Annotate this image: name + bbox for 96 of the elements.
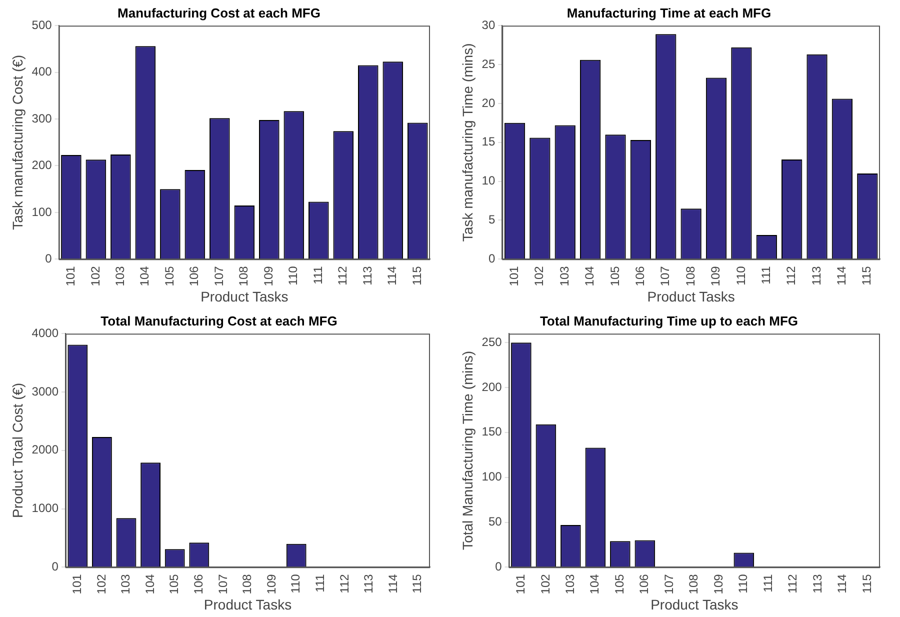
y-tick-label: 3000 bbox=[32, 384, 59, 398]
chart-title: Total Manufacturing Cost at each MFG bbox=[100, 313, 338, 328]
y-tick-label: 5 bbox=[488, 212, 496, 227]
y-tick-label: 250 bbox=[482, 334, 502, 349]
x-tick-label: 108 bbox=[240, 574, 254, 594]
x-tick-label: 101 bbox=[514, 574, 528, 594]
x-tick-label: 108 bbox=[236, 266, 251, 286]
x-axis-title: Product Tasks bbox=[647, 288, 735, 304]
x-tick-label: 108 bbox=[686, 574, 701, 594]
x-tick-label: 104 bbox=[582, 266, 597, 286]
x-tick-label: 102 bbox=[88, 266, 102, 286]
y-tick-label: 150 bbox=[482, 424, 502, 439]
y-axis-title: Total Manufacturing Time (mins) bbox=[459, 350, 476, 550]
x-tick-label: 102 bbox=[538, 574, 552, 594]
x-tick-label: 111 bbox=[758, 266, 773, 284]
y-axis-title: Task manufacturing Time (mins) bbox=[459, 43, 476, 242]
y-axis-title: Product Total Cost (€) bbox=[9, 382, 26, 518]
y-tick-label: 10 bbox=[482, 174, 496, 188]
x-tick-label: 113 bbox=[810, 574, 824, 594]
y-tick-label: 100 bbox=[482, 470, 502, 484]
x-tick-label: 111 bbox=[312, 574, 327, 592]
x-tick-label: 113 bbox=[362, 574, 376, 594]
x-tick-label: 112 bbox=[786, 574, 800, 594]
x-tick-label: 102 bbox=[94, 574, 108, 594]
x-tick-label: 115 bbox=[860, 266, 874, 286]
x-tick-label: 103 bbox=[562, 574, 577, 594]
y-tick-label: 15 bbox=[482, 134, 496, 149]
x-tick-label: 106 bbox=[191, 574, 206, 594]
y-tick-label: 4000 bbox=[32, 326, 59, 340]
y-tick-label: 0 bbox=[488, 251, 496, 266]
x-tick-label: 104 bbox=[138, 266, 152, 286]
x-tick-label: 115 bbox=[410, 266, 424, 286]
y-tick-label: 300 bbox=[32, 111, 52, 126]
y-tick-label: 0 bbox=[495, 559, 502, 574]
x-tick-label: 108 bbox=[683, 266, 698, 286]
x-tick-label: 114 bbox=[386, 574, 400, 594]
x-tick-label: 109 bbox=[708, 266, 723, 286]
x-tick-label: 103 bbox=[112, 266, 127, 286]
x-tick-label: 109 bbox=[264, 574, 278, 594]
x-tick-label: 114 bbox=[835, 574, 850, 594]
x-tick-label: 103 bbox=[118, 574, 133, 594]
x-tick-label: 111 bbox=[760, 574, 775, 592]
x-tick-label: 105 bbox=[612, 574, 626, 594]
x-tick-label: 113 bbox=[809, 266, 824, 286]
x-tick-label: 101 bbox=[70, 574, 84, 594]
y-tick-label: 50 bbox=[488, 514, 502, 529]
x-tick-label: 110 bbox=[288, 574, 303, 594]
x-tick-label: 101 bbox=[64, 266, 78, 286]
y-tick-label: 0 bbox=[52, 559, 59, 574]
y-tick-label: 200 bbox=[482, 380, 502, 394]
y-tick-label: 25 bbox=[482, 56, 496, 71]
x-tick-label: 103 bbox=[557, 266, 572, 286]
x-tick-label: 105 bbox=[608, 266, 622, 286]
chart-title: Total Manufacturing Time up to each MFG bbox=[540, 313, 798, 328]
x-tick-label: 106 bbox=[633, 266, 648, 286]
x-tick-label: 114 bbox=[385, 266, 400, 286]
x-tick-label: 107 bbox=[658, 266, 672, 286]
x-tick-label: 110 bbox=[736, 574, 750, 594]
y-tick-label: 100 bbox=[32, 204, 52, 219]
y-tick-label: 200 bbox=[32, 158, 52, 172]
chart-title: Manufacturing Cost at each MFG bbox=[118, 5, 320, 20]
x-axis-title: Product Tasks bbox=[200, 288, 288, 304]
y-tick-label: 400 bbox=[32, 64, 52, 79]
y-tick-label: 20 bbox=[482, 96, 496, 110]
x-tick-label: 114 bbox=[834, 266, 849, 286]
x-tick-label: 110 bbox=[286, 266, 300, 286]
x-tick-label: 102 bbox=[532, 266, 546, 286]
x-tick-label: 105 bbox=[162, 266, 176, 286]
x-tick-label: 112 bbox=[337, 574, 352, 594]
x-tick-label: 112 bbox=[336, 266, 350, 286]
x-tick-label: 106 bbox=[637, 574, 652, 594]
x-tick-label: 112 bbox=[784, 266, 798, 286]
x-tick-label: 104 bbox=[588, 574, 602, 594]
x-tick-label: 107 bbox=[212, 266, 226, 286]
x-tick-label: 106 bbox=[187, 266, 202, 286]
x-tick-label: 113 bbox=[360, 266, 374, 286]
x-axis-title: Product Tasks bbox=[650, 596, 738, 612]
x-tick-label: 109 bbox=[261, 266, 276, 286]
x-tick-label: 104 bbox=[142, 574, 157, 594]
x-tick-label: 111 bbox=[310, 266, 325, 284]
x-tick-label: 115 bbox=[410, 574, 424, 594]
x-tick-label: 107 bbox=[662, 574, 676, 594]
x-tick-label: 109 bbox=[711, 574, 726, 594]
y-tick-label: 0 bbox=[45, 251, 52, 266]
x-tick-label: 115 bbox=[860, 574, 874, 594]
x-axis-title: Product Tasks bbox=[204, 596, 292, 612]
y-tick-label: 500 bbox=[32, 18, 52, 32]
x-tick-label: 101 bbox=[507, 266, 522, 286]
x-tick-label: 107 bbox=[216, 574, 230, 594]
y-tick-label: 30 bbox=[482, 18, 496, 32]
y-axis-title: Task manufacturing Cost (€) bbox=[9, 54, 26, 230]
y-tick-label: 2000 bbox=[32, 442, 59, 457]
x-tick-label: 110 bbox=[734, 266, 748, 286]
chart-title: Manufacturing Time at each MFG bbox=[566, 5, 772, 20]
y-tick-label: 1000 bbox=[32, 501, 59, 516]
x-tick-label: 105 bbox=[167, 574, 182, 594]
